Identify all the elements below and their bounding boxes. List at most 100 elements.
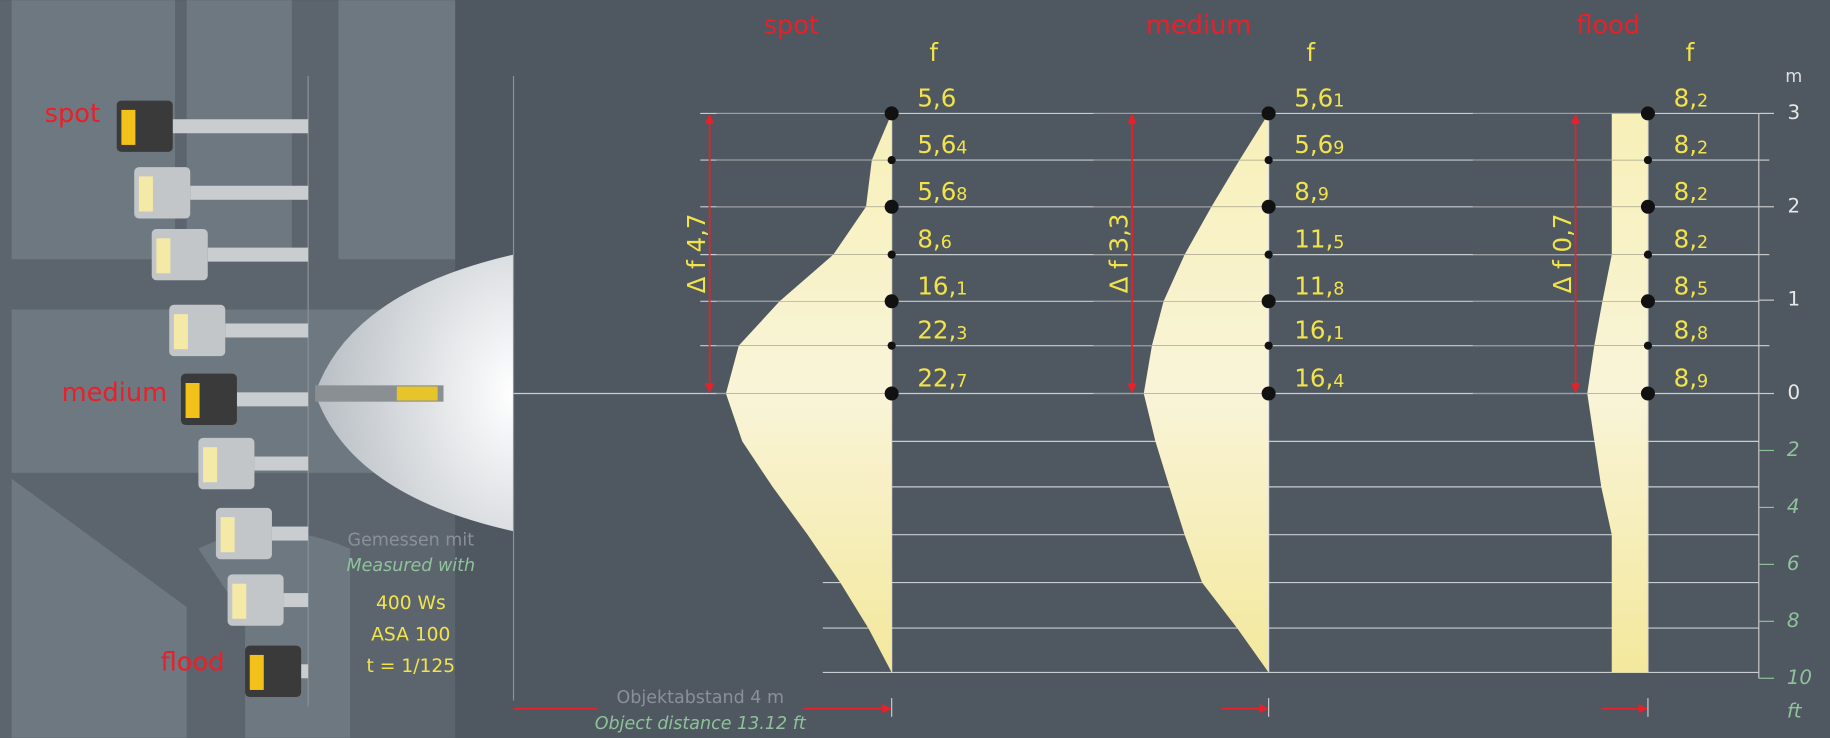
f-value-sub: 1 [956,280,967,300]
ft-tick-label: 4 [1787,495,1800,518]
f-value-sub: 4 [956,138,967,158]
scale-unit-m: m [1785,67,1802,87]
f-value-sub: 2 [1697,138,1708,158]
lamp-label: medium [62,378,167,408]
f-value: 5,64 [917,130,967,159]
lamp-front [186,383,200,418]
ft-tick-label: 10 [1787,666,1812,689]
lamp-rod [173,119,308,133]
arrow-head [1259,704,1268,713]
f-value-sub: 1 [1333,92,1344,112]
f-value-main: 8, [917,225,940,254]
f-value-main: 8, [1674,225,1697,254]
f-value-sub: 3 [956,324,967,344]
f-value-sub: 8 [956,185,967,205]
column-title: medium [1146,10,1251,40]
f-value: 11,5 [1294,225,1344,254]
measure-point [885,106,899,120]
f-value-sub: 2 [1697,92,1708,112]
lamp-front [221,517,235,552]
f-value: 16,4 [1294,364,1344,393]
f-value-main: 11, [1294,271,1333,300]
lamp-rod [254,457,308,471]
light-profile [1144,113,1269,672]
f-value: 8,9 [1674,364,1709,393]
lamp-rod [284,593,309,607]
measure-point [1644,342,1652,350]
f-value: 5,68 [917,177,967,206]
f-value: 8,2 [1674,83,1709,112]
lamp-rod [272,527,308,541]
f-value-main: 5,6 [917,177,956,206]
delta-label: Δ f 0,7 [1548,213,1577,293]
measured-note: Gemessen mit [348,531,475,551]
f-value-sub: 1 [1333,324,1344,344]
f-value: 16,1 [917,271,967,300]
f-value-main: 16, [917,271,956,300]
f-value-main: 5,6 [917,83,956,112]
wall [338,0,455,259]
delta-label: Δ f 3,3 [1104,213,1133,293]
measure-point [1644,156,1652,164]
f-value-main: 5,6 [1294,83,1333,112]
f-header: f [929,38,939,67]
measure-point [885,294,899,308]
lamp-rod [208,248,308,262]
measure-point [1262,294,1276,308]
f-value-main: 22, [917,364,956,393]
measure-point [1644,251,1652,259]
column-title: spot [764,10,819,40]
light-profile [726,113,892,672]
f-header: f [1686,38,1696,67]
measure-point [885,200,899,214]
measure-point [1262,387,1276,401]
measure-point [888,156,896,164]
measure-point [1265,251,1273,259]
distance-label-en: Object distance 13.12 ft [595,714,807,734]
f-value-sub: 7 [956,372,967,392]
f-value-main: 8, [1674,271,1697,300]
lamp-rod [225,323,308,337]
f-value: 5,6 [917,83,956,112]
lamp-rod [237,392,308,406]
ft-tick-label: 6 [1787,552,1800,575]
m-tick-label: 0 [1788,381,1801,404]
measure-point [885,387,899,401]
f-value-main: 16, [1294,364,1333,393]
f-value: 8,2 [1674,225,1709,254]
measure-point [1265,156,1273,164]
measured-value: ASA 100 [371,625,450,646]
measured-value: 400 Ws [376,593,446,614]
measure-point [1641,387,1655,401]
f-value-main: 8, [1674,316,1697,345]
lamp-front [250,655,264,690]
f-value: 8,2 [1674,130,1709,159]
f-value-main: 5,6 [1294,130,1333,159]
f-value-main: 16, [1294,316,1333,345]
f-value-sub: 5 [1333,233,1344,253]
measure-point [1641,106,1655,120]
m-tick-label: 2 [1788,194,1801,217]
f-value-main: 22, [917,316,956,345]
f-value-sub: 4 [1333,372,1344,392]
f-value: 16,1 [1294,316,1344,345]
f-value-sub: 5 [1697,280,1708,300]
lamp-label: flood [161,648,225,678]
column-title: flood [1576,10,1640,40]
lamp-label: spot [45,99,100,129]
f-value: 8,8 [1674,316,1709,345]
f-value-main: 8, [1674,83,1697,112]
infographic: spotf5,65,645,688,616,122,322,7Δ f 4,7me… [0,0,1830,738]
lamp-front [203,447,217,482]
delta-label: Δ f 4,7 [682,213,711,293]
f-value-main: 11, [1294,225,1333,254]
f-value-main: 8, [1294,177,1317,206]
light-profile [1587,113,1648,672]
f-value-sub: 9 [1318,185,1329,205]
f-value-sub: 9 [1333,138,1344,158]
lamp-front [139,176,153,211]
measured-note: Measured with [347,556,476,576]
f-value: 8,5 [1674,271,1709,300]
f-value: 8,6 [917,225,952,254]
measure-point [1265,342,1273,350]
